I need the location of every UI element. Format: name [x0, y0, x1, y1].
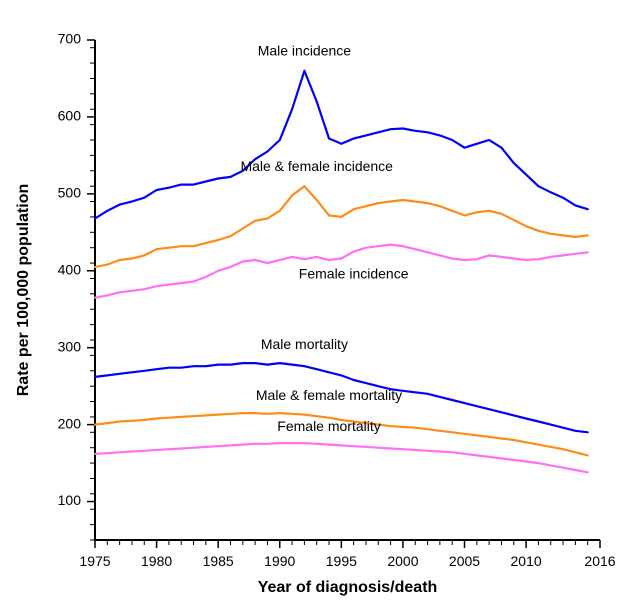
y-tick-label: 300 — [58, 338, 82, 354]
x-axis-label: Year of diagnosis/death — [258, 579, 438, 596]
y-tick-label: 700 — [58, 31, 82, 47]
line-chart: 100 200 300 400 500 600 700 1975 1980 1985 1990 199… — [0, 0, 632, 616]
series-label-combined_mortality: Male & female mortality — [256, 387, 402, 403]
series-label-combined_incidence: Male & female incidence — [240, 158, 393, 174]
x-tick-label: 2010 — [511, 553, 542, 569]
x-tick-label: 1985 — [203, 553, 234, 569]
series-label-female_incidence: Female incidence — [299, 265, 409, 281]
x-tick-label: 1980 — [141, 553, 172, 569]
x-tick-label: 2000 — [387, 553, 418, 569]
y-tick-label: 600 — [58, 108, 82, 124]
y-tick-label: 200 — [58, 415, 82, 431]
series-label-female_mortality: Female mortality — [277, 418, 380, 434]
series-label-male_mortality: Male mortality — [261, 336, 348, 352]
chart-container: 100 200 300 400 500 600 700 1975 1980 1985 1990 199… — [0, 0, 632, 616]
y-tick-label: 400 — [58, 261, 82, 277]
x-tick-label: 2016 — [584, 553, 615, 569]
x-tick-label: 1975 — [79, 553, 110, 569]
x-tick-label: 1995 — [326, 553, 357, 569]
x-tick-label: 1990 — [264, 553, 295, 569]
x-tick-label: 2005 — [449, 553, 480, 569]
y-axis-label: Rate per 100,000 population — [15, 184, 32, 397]
y-tick-label: 100 — [58, 492, 82, 508]
y-tick-label: 500 — [58, 185, 82, 201]
series-label-male_incidence: Male incidence — [258, 42, 352, 58]
